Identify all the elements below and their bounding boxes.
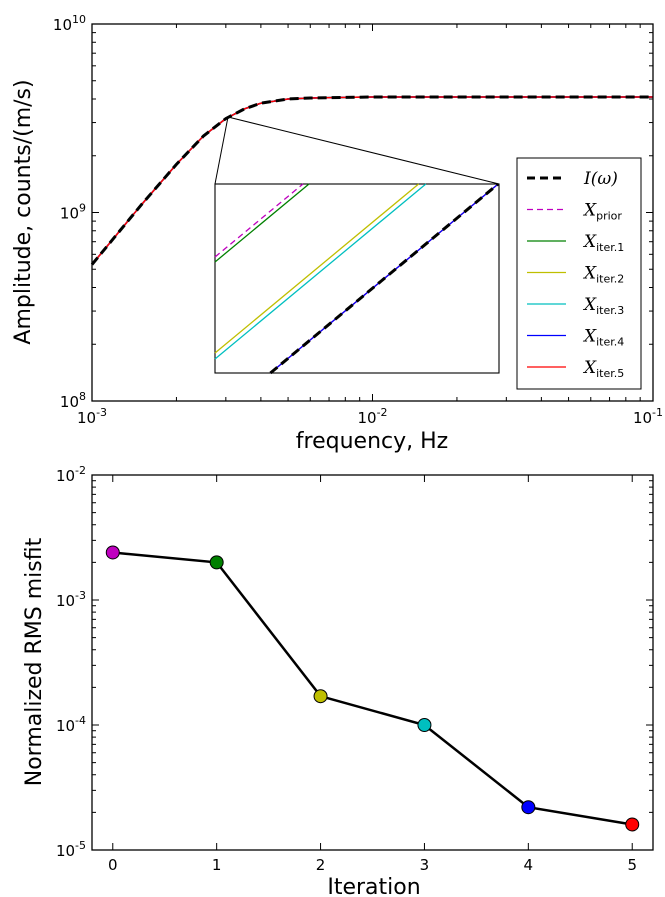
misfit-series [105, 545, 640, 832]
legend-entries: I(ω) Xprior Xiter.1 Xiter.2 Xiter.3 Xiter.4 Xi… [527, 169, 624, 380]
x-tick-label: 0 [108, 856, 118, 874]
legend-label: Xiter.4 [582, 327, 624, 349]
misfit-point [313, 689, 328, 704]
inset-connector-left [214, 116, 229, 185]
misfit-chart: 0 1 2 3 4 5 10-5 10-4 10-3 10-2 Iteration Normali… [22, 464, 654, 897]
legend: I(ω) Xprior Xiter.1 Xiter.2 Xiter.3 Xiter.4 Xi… [516, 157, 642, 390]
inset-line-x-iter-1 [214, 183, 310, 263]
legend-label: Xprior [582, 201, 622, 223]
legend-label: I(ω) [583, 169, 618, 189]
inset-series-group [214, 182, 500, 375]
x-tick-label: 3 [420, 856, 430, 874]
inset-line-x-iter-3 [214, 183, 427, 360]
y-tick-label: 10-5 [56, 839, 86, 860]
bottom-plot-frame [91, 474, 654, 851]
x-tick-label: 10-3 [77, 406, 107, 427]
bottom-y-axis-label: Normalized RMS misfit [22, 537, 47, 786]
inset-frame [214, 183, 500, 374]
legend-box [516, 157, 642, 390]
legend-label: Xiter.2 [582, 264, 624, 286]
series-line-x-iter-5 [91, 96, 653, 265]
misfit-point [105, 545, 120, 560]
y-tick-label: 10-4 [56, 714, 86, 735]
inset-line-i- [269, 182, 500, 375]
x-tick-label: 10-1 [633, 406, 663, 427]
top-series-group [90, 95, 653, 266]
y-tick-label: 1010 [53, 13, 86, 34]
x-tick-label: 10-2 [357, 406, 387, 427]
legend-label: Xiter.5 [582, 358, 624, 380]
misfit-point [209, 555, 224, 570]
x-tick-label: 5 [627, 856, 637, 874]
x-tick-label: 2 [316, 856, 326, 874]
top-x-axis-label: frequency, Hz [296, 429, 448, 454]
zoom-inset [214, 116, 500, 375]
misfit-line [112, 551, 633, 826]
legend-label: Xiter.1 [582, 232, 624, 254]
top-axis-ticks: 10-3 10-2 10-1 108 109 1010 [53, 13, 663, 427]
inset-line-x-prior [214, 183, 304, 258]
inset-line-x-iter-2 [214, 183, 420, 354]
misfit-point [625, 817, 640, 832]
bottom-axis-ticks: 0 1 2 3 4 5 10-5 10-4 10-3 10-2 [56, 464, 653, 874]
y-tick-label: 109 [60, 202, 86, 223]
x-tick-label: 4 [524, 856, 534, 874]
y-tick-label: 108 [60, 390, 86, 411]
top-y-axis-label: Amplitude, counts/(m/s) [11, 79, 36, 344]
amplitude-chart: 10-3 10-2 10-1 108 109 1010 I(ω) Xprior Xiter.1… [11, 13, 663, 454]
legend-label: Xiter.3 [582, 295, 624, 317]
bottom-x-axis-label: Iteration [327, 875, 420, 897]
x-tick-label: 1 [212, 856, 222, 874]
misfit-point [417, 718, 432, 732]
misfit-point [521, 800, 536, 815]
y-tick-label: 10-2 [56, 464, 86, 485]
inset-connector-right [227, 116, 500, 185]
y-tick-label: 10-3 [56, 589, 86, 610]
